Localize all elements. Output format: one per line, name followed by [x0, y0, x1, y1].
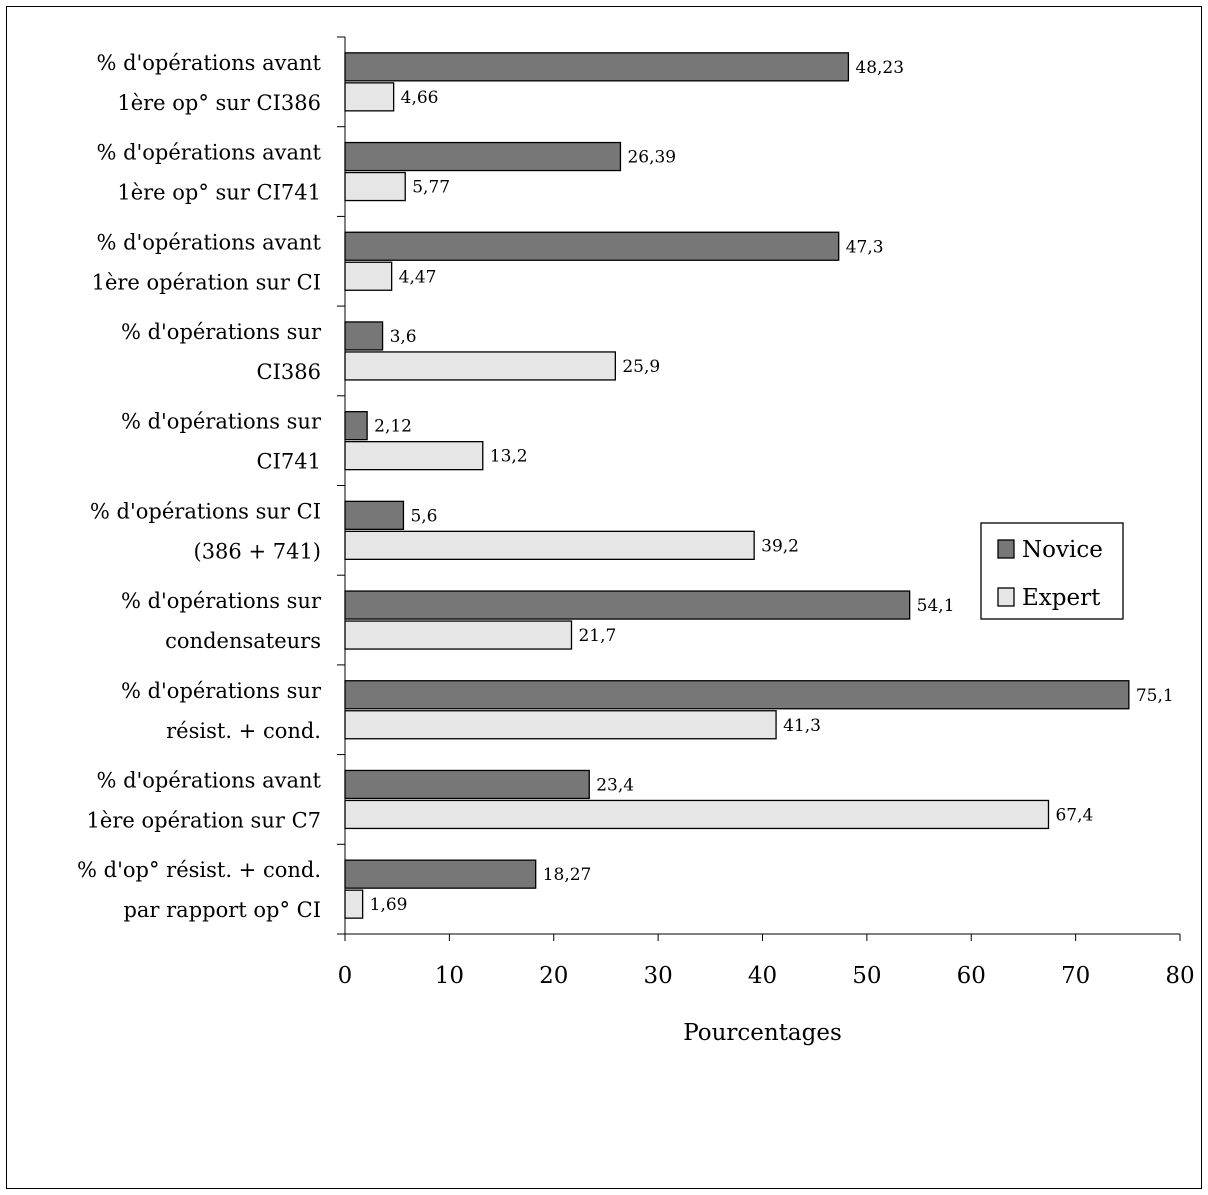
data-label-novice: 3,6 — [390, 327, 417, 347]
legend-label-novice: Novice — [1022, 537, 1103, 563]
data-label-novice: 47,3 — [846, 237, 884, 257]
bar-expert — [344, 171, 406, 202]
legend-swatch-novice — [997, 539, 1015, 559]
category-label-line1: % d'opérations sur CI — [90, 499, 321, 523]
data-label-novice: 18,27 — [543, 865, 592, 885]
category-label-line1: % d'op° résist. + cond. — [77, 858, 321, 882]
category-label-line2: 1ère opération sur CI — [92, 270, 321, 294]
x-tick-label: 30 — [643, 963, 672, 989]
bar-expert — [344, 620, 573, 650]
data-label-novice: 48,23 — [855, 58, 904, 78]
bar-novice — [344, 52, 850, 82]
x-tick-label: 60 — [957, 963, 986, 989]
bar-expert — [344, 351, 616, 381]
category-label-line1: % d'opérations sur — [121, 410, 322, 434]
bar-novice — [344, 590, 911, 620]
data-label-expert: 4,47 — [399, 267, 437, 287]
bar-novice — [344, 769, 590, 800]
category-label-line2: 1ère op° sur CI741 — [117, 181, 321, 205]
bar-novice — [344, 500, 405, 531]
data-label-expert: 1,69 — [370, 895, 408, 915]
x-tick-label: 10 — [435, 963, 464, 989]
data-label-expert: 41,3 — [783, 716, 821, 736]
category-label-line1: % d'opérations avant — [96, 768, 321, 792]
bar-novice — [344, 859, 537, 889]
data-label-expert: 13,2 — [490, 447, 528, 467]
data-label-novice: 23,4 — [596, 775, 634, 795]
x-axis-title: Pourcentages — [683, 1020, 842, 1046]
category-label-line1: % d'opérations sur — [121, 679, 322, 703]
bar-novice — [344, 321, 384, 351]
data-label-novice: 75,1 — [1136, 686, 1174, 706]
data-label-expert: 4,66 — [401, 88, 439, 108]
bar-novice — [344, 141, 622, 172]
x-tick-label: 0 — [338, 963, 353, 989]
bar-expert — [344, 710, 777, 740]
legend-swatch-expert — [997, 587, 1015, 607]
category-label-line2: CI386 — [257, 360, 321, 384]
x-tick-label: 20 — [539, 963, 568, 989]
data-label-expert: 39,2 — [761, 536, 799, 556]
data-label-novice: 5,6 — [410, 506, 437, 526]
bar-novice — [344, 231, 840, 261]
x-tick-label: 80 — [1165, 963, 1194, 989]
bar-expert — [344, 82, 395, 112]
bar-expert — [344, 261, 393, 291]
category-label-line2: 1ère op° sur CI386 — [117, 91, 321, 115]
bar-expert — [344, 530, 755, 560]
category-label-line2: (386 + 741) — [194, 539, 322, 563]
bar-novice — [344, 410, 368, 441]
category-label-line1: % d'opérations avant — [96, 51, 321, 75]
legend-label-expert: Expert — [1022, 585, 1101, 611]
category-label-line2: 1ère opération sur C7 — [87, 808, 321, 832]
data-label-expert: 21,7 — [578, 626, 616, 646]
category-label-line2: condensateurs — [165, 629, 321, 653]
x-tick-label: 70 — [1061, 963, 1090, 989]
category-label-line1: % d'opérations avant — [96, 141, 321, 165]
data-label-expert: 67,4 — [1055, 805, 1093, 825]
bar-expert — [344, 889, 364, 919]
category-label-line2: résist. + cond. — [166, 719, 321, 743]
category-label-line2: par rapport op° CI — [123, 898, 321, 922]
bar-expert — [344, 799, 1050, 830]
bar-novice — [344, 680, 1130, 710]
bar-expert — [344, 440, 484, 471]
category-label-line2: CI741 — [257, 450, 321, 474]
category-label-line1: % d'opérations sur — [121, 589, 322, 613]
x-tick-label: 50 — [852, 963, 881, 989]
data-label-novice: 2,12 — [374, 417, 412, 437]
x-tick-label: 40 — [748, 963, 777, 989]
data-label-expert: 5,77 — [412, 178, 450, 198]
category-label-line1: % d'opérations avant — [96, 230, 321, 254]
category-label-line1: % d'opérations sur — [121, 320, 322, 344]
data-label-novice: 54,1 — [917, 596, 955, 616]
data-label-expert: 25,9 — [622, 357, 660, 377]
data-label-novice: 26,39 — [627, 148, 676, 168]
